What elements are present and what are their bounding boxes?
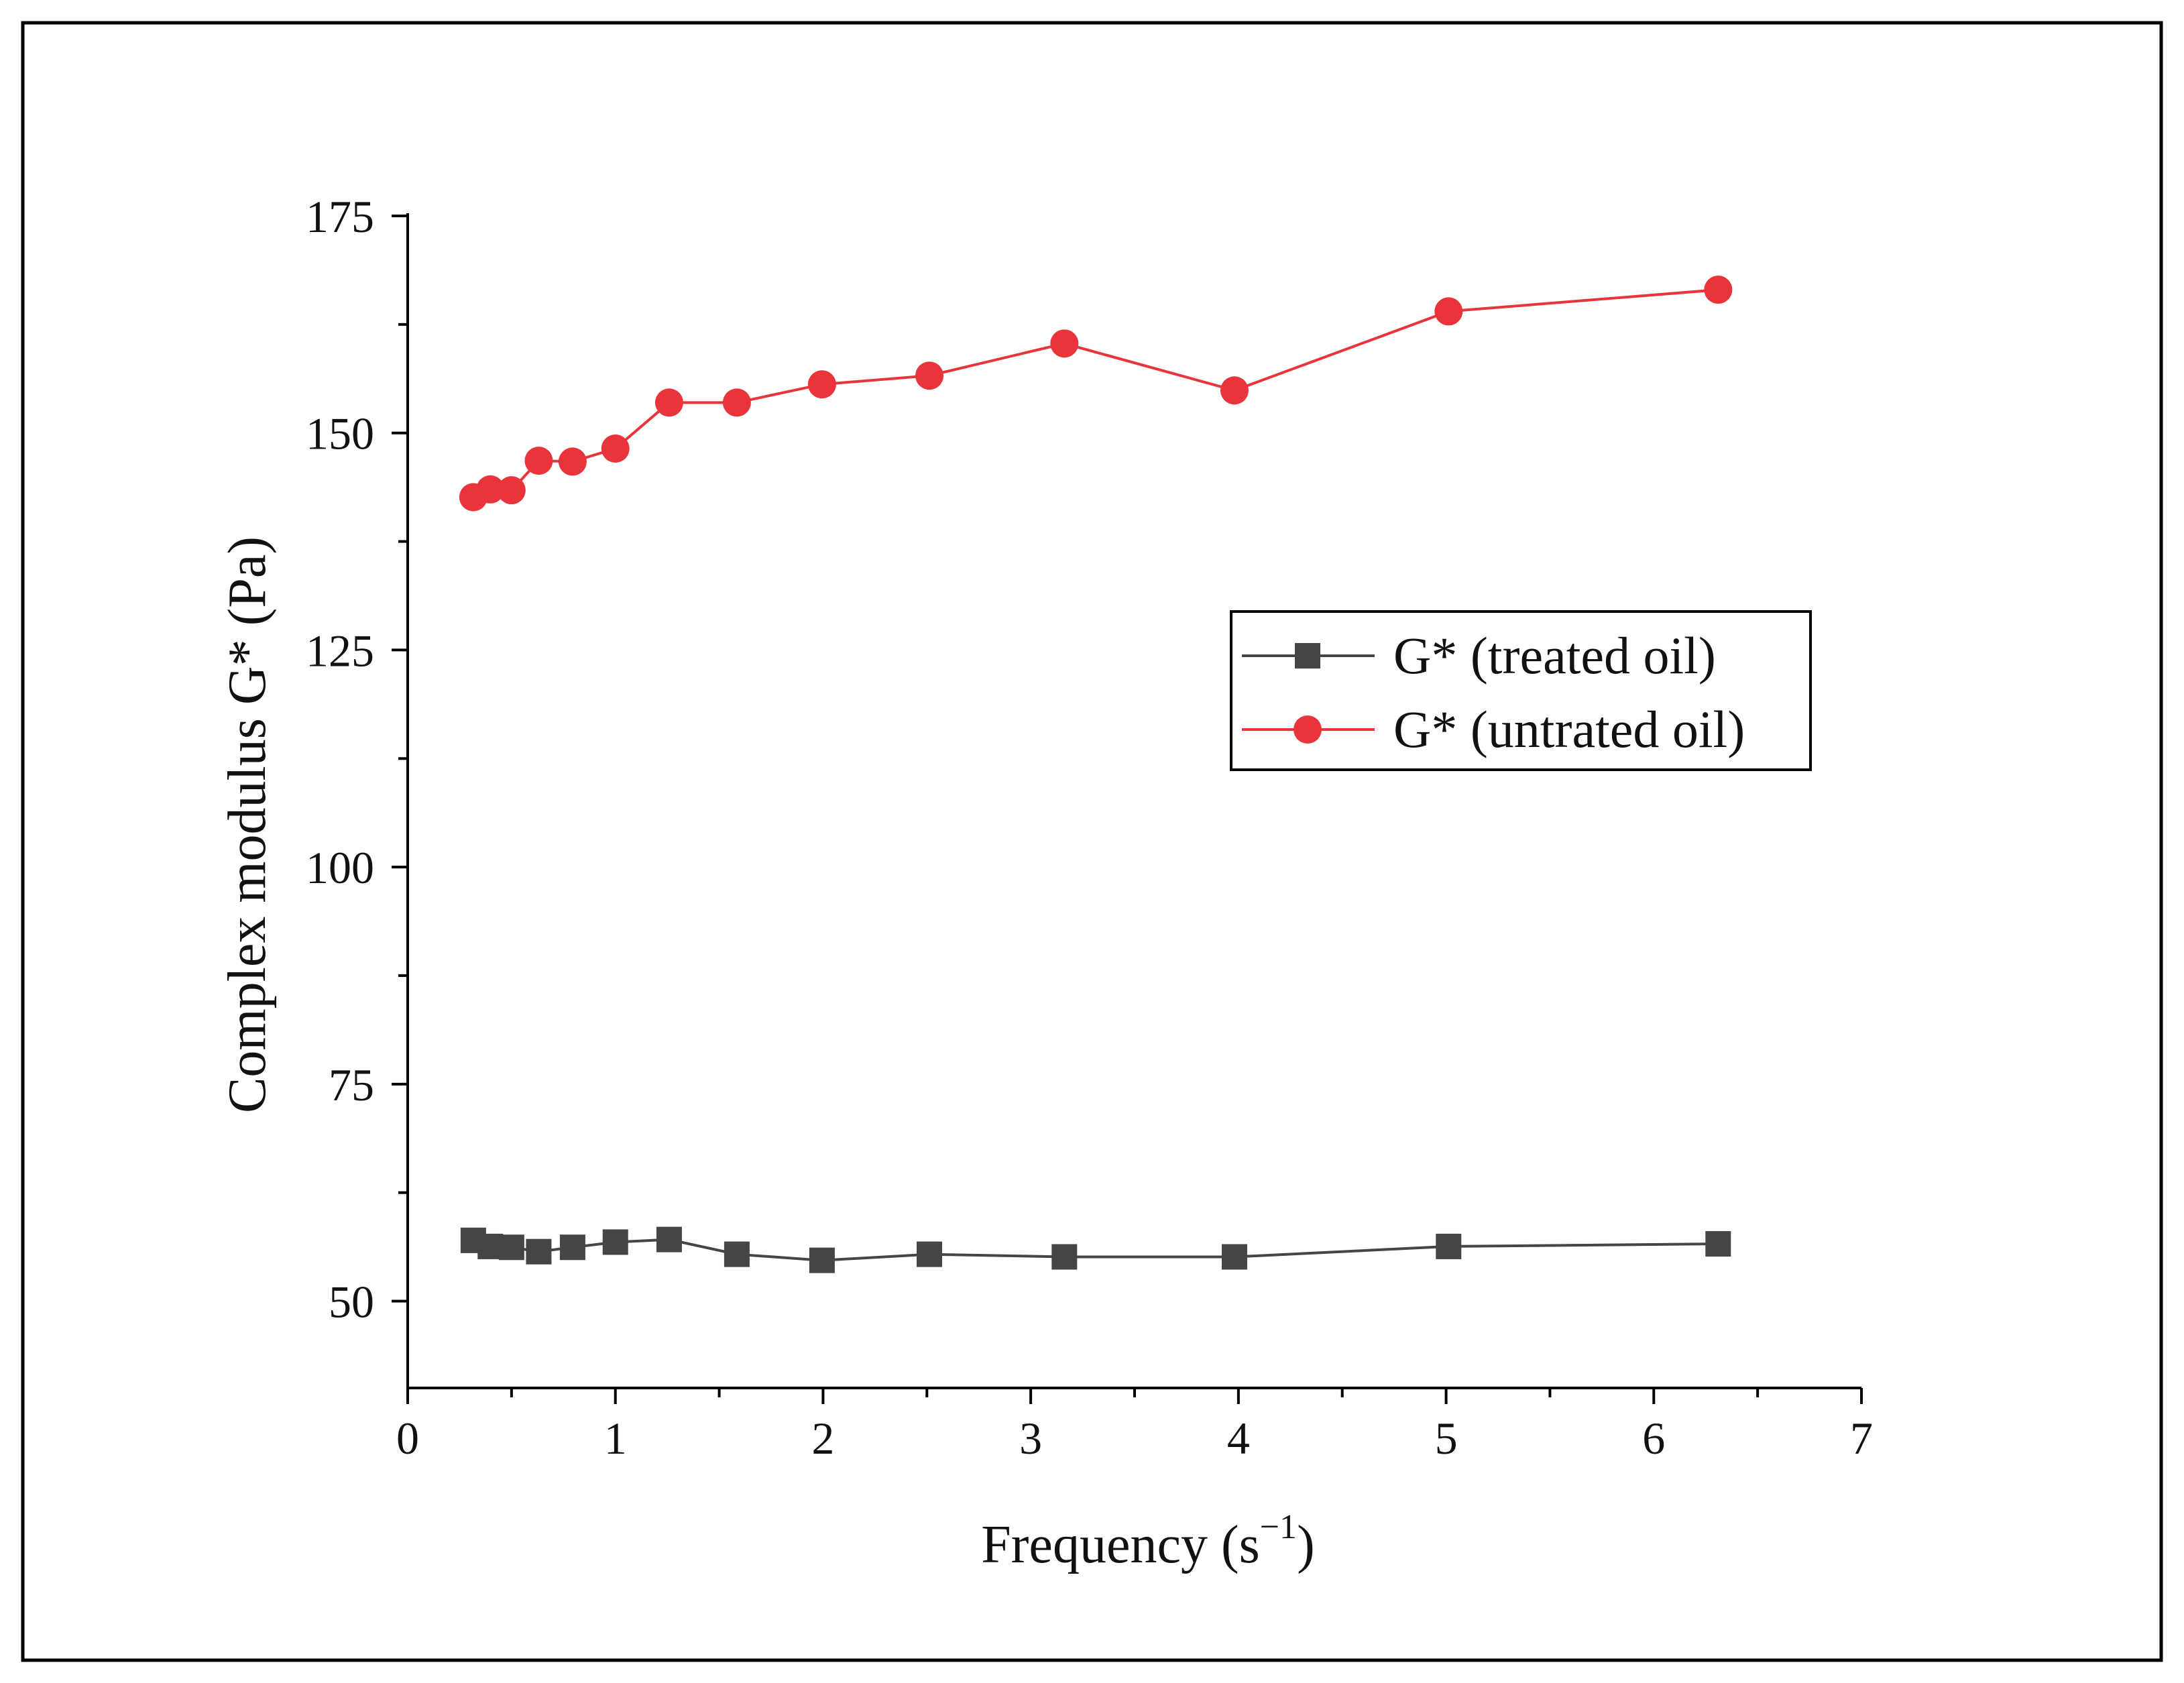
data-point [524,447,553,475]
data-point [476,475,505,504]
data-point [1051,1244,1078,1270]
data-point [654,388,683,417]
legend-marker-untreated [1294,715,1322,744]
y-tick-label: 125 [306,625,374,676]
y-tick-label: 175 [306,191,374,242]
data-point [1434,297,1463,326]
y-tick-label: 75 [329,1059,374,1110]
x-tick-label: 2 [811,1413,834,1464]
data-point [656,1226,682,1253]
data-point [809,1247,835,1273]
x-tick-label: 6 [1642,1413,1665,1464]
x-axis-title-main: Frequency (s [981,1515,1259,1574]
series-layer [459,276,1733,1273]
y-axis-title: Complex modulus G* (Pa) [218,536,277,1113]
data-point [1221,1244,1247,1270]
legend-box [1230,610,1812,771]
data-point [1436,1233,1462,1259]
data-point [601,434,630,463]
data-point [724,1241,750,1267]
data-point [722,388,751,417]
data-point [915,361,944,390]
x-axis-title: Frequency (s−1) [981,1508,1314,1574]
data-point [1705,1231,1731,1257]
data-point [1220,376,1249,405]
x-axis-title-close: ) [1297,1515,1315,1574]
legend-label-untreated: G* (untrated oil) [1393,700,1745,758]
x-tick-label: 0 [396,1413,419,1464]
data-point [526,1238,552,1265]
axes: 0 1 2 3 4 5 6 7 50 75 100 125 150 175 [306,191,1873,1464]
legend-marker-treated [1295,643,1320,669]
x-tick-label: 4 [1227,1413,1250,1464]
data-point [1050,329,1079,358]
x-tick-label: 1 [604,1413,627,1464]
x-axis-title-superscript: −1 [1260,1508,1297,1546]
data-point [559,1234,585,1261]
figure-border [21,21,2163,1662]
x-tick-label: 5 [1435,1413,1458,1464]
data-point [917,1241,943,1267]
data-point [497,476,526,505]
legend: G* (treated oil) G* (untrated oil) [1230,610,1812,771]
y-tick-label: 50 [329,1277,374,1328]
y-tick-label: 100 [306,842,374,893]
x-tick-label: 7 [1850,1413,1873,1464]
y-tick-label: 150 [306,408,374,459]
data-point [602,1229,628,1255]
data-point [807,370,836,399]
data-point [498,1234,524,1261]
data-point [1704,276,1733,304]
legend-label-treated: G* (treated oil) [1393,626,1716,685]
data-point [558,447,587,476]
x-tick-label: 3 [1019,1413,1042,1464]
